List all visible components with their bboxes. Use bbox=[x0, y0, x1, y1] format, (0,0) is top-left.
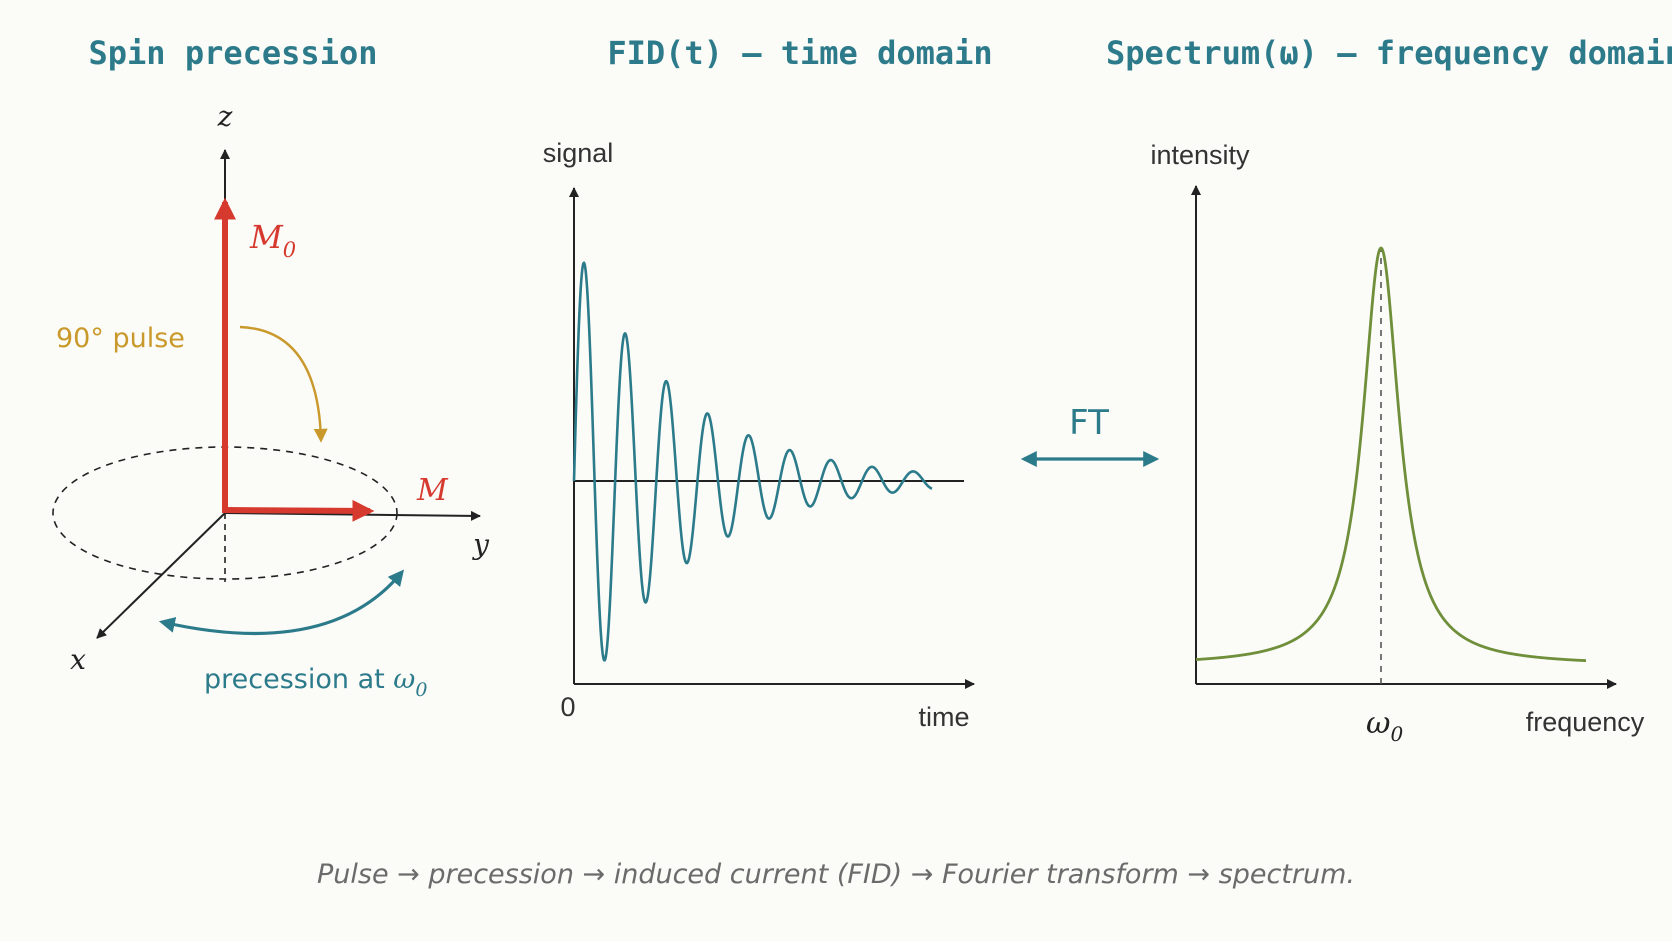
fid-chart: signal time 0 bbox=[543, 138, 975, 732]
spectrum-peak-label: ω0 bbox=[1366, 706, 1403, 746]
z-axis-label: z bbox=[217, 100, 233, 133]
ft-transform: FT bbox=[1020, 403, 1160, 467]
precession-label: precession at ω0 bbox=[204, 664, 427, 701]
precession-arc-arrow bbox=[158, 569, 405, 636]
spin-diagram: z y x M0 M 90° pulse precession at ω0 bbox=[52, 100, 490, 701]
m-label: M bbox=[416, 473, 449, 508]
spectrum-chart: intensity frequency ω0 bbox=[1150, 140, 1644, 746]
fid-title: FID(t) — time domain bbox=[607, 34, 992, 72]
fid-origin-label: 0 bbox=[560, 692, 575, 722]
m0-label: M0 bbox=[249, 218, 296, 262]
fid-xlabel: time bbox=[918, 702, 969, 732]
ft-label: FT bbox=[1069, 403, 1109, 443]
pulse-label: 90° pulse bbox=[56, 323, 185, 354]
spectrum-xlabel: frequency bbox=[1526, 707, 1645, 737]
x-axis-label: x bbox=[70, 643, 86, 676]
fid-curve bbox=[572, 261, 933, 662]
pulse-arc-arrow bbox=[239, 325, 328, 443]
x-axis bbox=[96, 512, 226, 639]
spectrum-title: Spectrum(ω) — frequency domain bbox=[1106, 34, 1672, 72]
spectrum-curve bbox=[1195, 246, 1587, 663]
caption: Pulse → precession → induced current (FI… bbox=[317, 859, 1355, 890]
y-axis-label: y bbox=[471, 528, 490, 561]
m-vector bbox=[224, 499, 375, 522]
spin-title: Spin precession bbox=[89, 34, 378, 72]
spectrum-ylabel: intensity bbox=[1150, 140, 1250, 170]
fid-ylabel: signal bbox=[543, 138, 614, 168]
